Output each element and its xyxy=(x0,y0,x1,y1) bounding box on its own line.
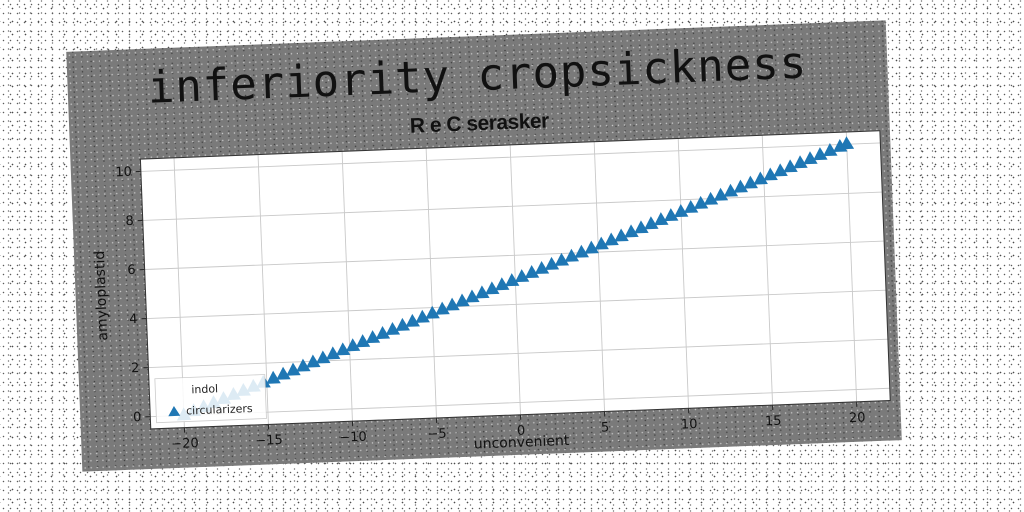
data-point xyxy=(733,179,749,193)
data-point xyxy=(335,342,351,356)
data-point xyxy=(773,163,788,177)
data-point xyxy=(485,281,500,295)
x-grid-line xyxy=(257,154,269,425)
x-tick-label: 20 xyxy=(849,410,866,426)
plot-frame xyxy=(139,130,891,430)
data-point xyxy=(435,301,450,315)
data-point xyxy=(793,155,808,169)
data-point xyxy=(326,346,341,360)
data-point xyxy=(524,265,540,279)
data-point xyxy=(316,350,331,364)
y-grid-line xyxy=(150,387,890,418)
data-point xyxy=(554,252,570,266)
data-point xyxy=(654,212,669,226)
data-point xyxy=(445,297,460,311)
scatter-chart: inferiority cropsickness R e C serasker … xyxy=(92,37,891,453)
data-point xyxy=(604,232,619,246)
x-grid-line xyxy=(593,141,605,412)
data-point xyxy=(385,321,401,336)
y-tick-labels: 0 2 4 6 8 10 xyxy=(115,165,142,426)
data-point xyxy=(475,285,490,299)
y-tick-label: 6 xyxy=(127,263,136,278)
data-point xyxy=(783,159,798,173)
data-point xyxy=(365,330,381,344)
data-point xyxy=(504,273,520,287)
data-point xyxy=(266,370,281,384)
x-grid-line xyxy=(341,151,353,422)
data-point xyxy=(624,224,639,238)
x-tick-label: −20 xyxy=(171,436,199,452)
y-tick-label: 0 xyxy=(133,410,142,425)
legend-marker-circularizers xyxy=(168,406,181,417)
data-point xyxy=(574,244,589,258)
data-point xyxy=(455,293,470,307)
legend-entry-circularizers: circularizers xyxy=(186,402,253,418)
data-point xyxy=(465,289,480,303)
data-point xyxy=(425,305,440,319)
data-point xyxy=(594,236,609,250)
y-grid-line xyxy=(140,142,881,172)
x-tick-label: −5 xyxy=(427,427,447,443)
data-point xyxy=(296,358,311,372)
data-point xyxy=(763,167,778,181)
data-point xyxy=(544,256,560,270)
x-tick-label: 15 xyxy=(765,414,782,430)
data-point xyxy=(534,260,550,275)
data-point xyxy=(495,277,510,291)
y-grid-line xyxy=(144,240,885,270)
x-grid-line xyxy=(425,148,437,418)
x-tick-label: 10 xyxy=(681,417,698,433)
data-point xyxy=(514,269,530,283)
y-grid-line xyxy=(142,191,883,221)
data-point xyxy=(664,208,679,222)
y-grid-line xyxy=(148,338,888,369)
data-point xyxy=(286,362,301,376)
data-point xyxy=(723,183,739,197)
data-point xyxy=(693,195,709,209)
data-point xyxy=(683,199,699,214)
data-point xyxy=(584,240,599,254)
y-tick-label: 10 xyxy=(115,165,132,181)
x-axis-label: unconvenient xyxy=(474,433,571,453)
chart-subtitle: R e C serasker xyxy=(409,109,549,137)
data-point xyxy=(803,151,818,165)
data-point xyxy=(345,338,361,352)
data-point xyxy=(375,326,391,340)
data-point xyxy=(674,204,689,218)
data-point xyxy=(753,171,768,185)
legend-box xyxy=(154,374,267,424)
chart-figure: inferiority cropsickness R e C serasker … xyxy=(66,20,902,472)
y-tick-label: 2 xyxy=(131,361,140,376)
data-point xyxy=(415,309,430,323)
x-tick-label: 0 xyxy=(517,424,526,439)
x-tick-label: −15 xyxy=(255,433,283,449)
y-grid-line xyxy=(146,289,887,320)
data-point xyxy=(813,147,828,161)
data-point xyxy=(276,366,291,380)
x-grid-line xyxy=(677,138,690,409)
x-tick-label: −10 xyxy=(339,430,367,446)
x-tick-label: 5 xyxy=(601,420,610,435)
data-point xyxy=(703,191,719,205)
data-point xyxy=(405,313,420,327)
data-point xyxy=(823,143,838,157)
data-point xyxy=(644,216,659,230)
legend: indol circularizers xyxy=(154,374,267,424)
chart-title: inferiority cropsickness xyxy=(147,37,808,113)
y-tick-label: 4 xyxy=(129,312,138,327)
data-point xyxy=(564,248,580,262)
data-point xyxy=(395,317,411,331)
data-point xyxy=(743,175,758,189)
data-point xyxy=(355,334,371,348)
y-axis-label: amyloplastid xyxy=(92,251,111,341)
data-point xyxy=(614,228,629,242)
data-point xyxy=(634,220,649,234)
data-point xyxy=(839,136,855,150)
y-tick-label: 8 xyxy=(125,214,134,229)
x-tick-labels: −20 −15 −10 −5 0 5 10 15 20 xyxy=(171,410,866,452)
x-grid-line xyxy=(845,131,858,402)
data-point xyxy=(713,187,729,201)
legend-entry-indol: indol xyxy=(191,382,218,396)
data-point xyxy=(306,354,321,368)
